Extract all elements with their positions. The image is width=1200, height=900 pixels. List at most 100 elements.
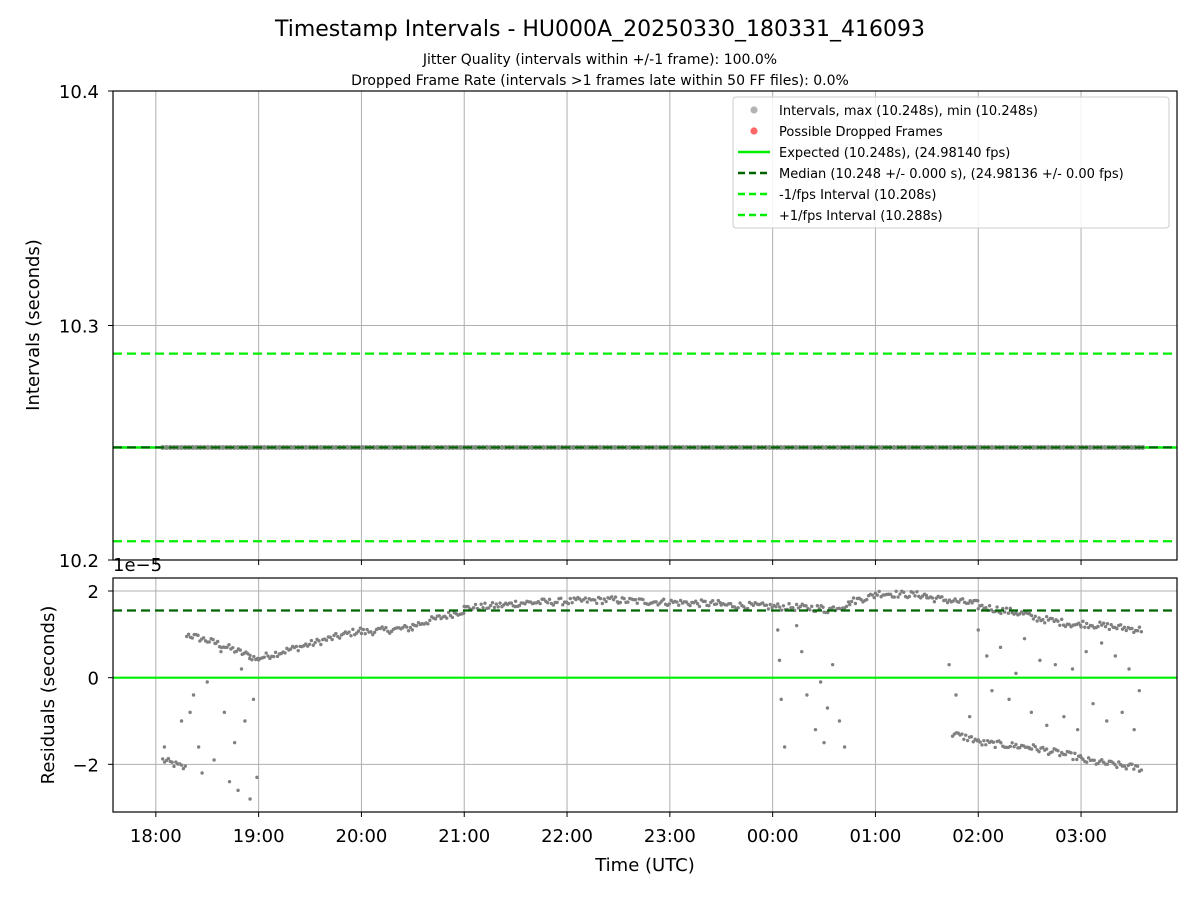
residual-point: [445, 616, 449, 620]
residual-point: [231, 645, 235, 650]
residual-point: [738, 601, 742, 605]
x-tick-label: 20:00: [336, 826, 388, 847]
interval-point: [431, 444, 437, 451]
interval-point: [695, 444, 701, 451]
residual-point: [181, 766, 186, 771]
residual-point: [791, 605, 795, 610]
residual-point: [1007, 697, 1011, 702]
interval-point: [751, 444, 758, 451]
residual-point: [990, 688, 994, 693]
interval-point: [612, 444, 618, 451]
residual-point: [363, 631, 367, 636]
residual-point: [618, 600, 623, 605]
residual-point: [911, 591, 915, 595]
chart-subtitle-dropped: Dropped Frame Rate (intervals >1 frames …: [351, 73, 849, 89]
residual-point: [1001, 606, 1005, 611]
residual-point: [846, 600, 851, 604]
residual-point: [349, 634, 353, 638]
interval-point: [876, 444, 882, 451]
residual-point: [200, 771, 204, 775]
residual-point: [426, 622, 430, 626]
residual-point: [190, 636, 195, 640]
residual-point: [179, 763, 184, 767]
chart-subtitle-jitter: Jitter Quality (intervals within +/-1 fr…: [422, 52, 777, 68]
residual-point: [677, 603, 681, 607]
residual-point: [1135, 629, 1140, 633]
chart-title: Timestamp Intervals - HU000A_20250330_18…: [274, 17, 925, 42]
residual-point: [1122, 625, 1127, 630]
residual-point: [1130, 626, 1134, 631]
legend-entry-label: +1/fps Interval (10.288s): [779, 209, 943, 224]
interval-point: [1030, 444, 1037, 451]
residual-point: [761, 601, 765, 605]
residual-point: [776, 628, 780, 632]
residual-point: [570, 600, 574, 605]
residual-point: [953, 597, 957, 601]
residual-point: [283, 651, 287, 655]
residual-point: [380, 625, 384, 629]
residual-point: [215, 639, 220, 644]
interval-point: [921, 444, 927, 451]
residual-point: [661, 597, 666, 601]
residual-point: [487, 606, 491, 610]
interval-point: [525, 444, 531, 451]
residual-point: [1071, 757, 1075, 762]
interval-point: [819, 444, 825, 451]
residual-point: [1008, 744, 1012, 749]
residual-point: [1132, 727, 1136, 732]
residual-point: [1117, 760, 1121, 764]
residual-point: [1081, 619, 1085, 624]
residual-point: [675, 600, 679, 604]
interval-point: [1015, 444, 1021, 451]
interval-point: [329, 444, 335, 451]
residual-point: [561, 603, 565, 607]
residual-point: [842, 745, 847, 749]
residual-point: [359, 631, 364, 636]
residual-point: [1058, 753, 1062, 758]
residual-point: [1115, 626, 1119, 631]
residual-point: [932, 600, 937, 604]
residual-point: [813, 727, 818, 732]
legend: Intervals, max (10.248s), min (10.248s) P…: [732, 96, 1170, 229]
residual-point: [978, 740, 982, 744]
residual-point: [262, 655, 266, 659]
residuals-y-axis-label: Residuals (seconds): [38, 606, 59, 785]
residual-point: [481, 606, 485, 610]
x-tick-label: 22:00: [541, 826, 593, 847]
residual-point: [947, 662, 951, 667]
residual-point: [991, 740, 996, 744]
residual-point: [513, 599, 518, 603]
residual-point: [361, 627, 366, 632]
residual-point: [810, 604, 814, 609]
interval-point: [1117, 444, 1123, 451]
residual-point: [551, 603, 556, 607]
residual-point: [1053, 662, 1058, 667]
interval-point: [514, 444, 520, 451]
interval-point: [680, 444, 686, 451]
interval-point: [529, 444, 535, 451]
interval-point: [793, 444, 799, 451]
residual-point: [898, 592, 902, 596]
residual-point: [296, 648, 300, 653]
residual-point: [798, 604, 803, 609]
residual-point: [1124, 767, 1128, 771]
residual-point: [328, 635, 332, 639]
residual-point: [311, 643, 315, 647]
x-tick-label: 21:00: [438, 826, 490, 847]
interval-point: [782, 444, 788, 451]
residual-point: [1029, 613, 1034, 618]
residual-point: [1083, 625, 1087, 629]
interval-point: [880, 444, 886, 451]
residual-point: [358, 626, 363, 630]
residual-point: [1120, 710, 1124, 715]
residual-point: [1135, 764, 1140, 768]
residual-point: [201, 636, 206, 640]
residual-point: [309, 638, 314, 643]
interval-point: [303, 444, 309, 451]
residual-point: [849, 599, 854, 604]
residual-point: [1069, 751, 1073, 755]
residual-point: [837, 719, 842, 723]
residual-point: [1063, 752, 1068, 757]
interval-point: [1060, 444, 1067, 451]
residual-point: [954, 693, 958, 697]
